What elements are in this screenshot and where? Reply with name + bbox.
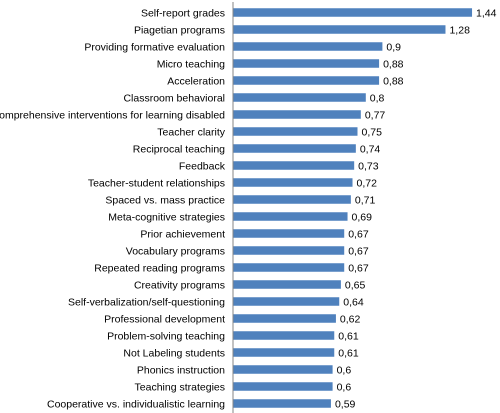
value-label: 0,61 (338, 331, 359, 343)
value-label: 1,44 (476, 8, 497, 20)
category-labels: Self-report grades Piagetian programs Prov… (0, 8, 226, 411)
value-label: 0,73 (358, 161, 379, 173)
bar (233, 127, 358, 136)
bar (233, 42, 383, 51)
value-labels: 1,44 1,28 0,9 0,88 0,88 0,8 0,77 0,75 0,74 0,73 0,… (335, 8, 497, 411)
bar (233, 382, 333, 391)
category-label: Creativity programs (134, 280, 225, 292)
value-label: 0,74 (360, 144, 381, 156)
value-label: 0,67 (348, 263, 369, 275)
category-label: Repeated reading programs (94, 263, 225, 275)
category-label: Phonics instruction (137, 365, 225, 377)
category-label: Not Labeling students (123, 348, 225, 360)
value-label: 1,28 (449, 25, 470, 37)
bar (233, 144, 356, 153)
value-label: 0,71 (355, 195, 376, 207)
category-label: Teacher-student relationships (88, 178, 225, 190)
category-label: Comprehensive interventions for learning… (0, 110, 225, 122)
bar (233, 297, 340, 306)
value-label: 0,59 (335, 399, 356, 411)
bar (233, 25, 446, 34)
category-label: Teaching strategies (135, 382, 225, 394)
value-label: 0,8 (370, 93, 385, 105)
value-label: 0,77 (365, 110, 386, 122)
value-label: 0,69 (352, 212, 373, 224)
value-label: 0,6 (337, 365, 352, 377)
category-label: Providing formative evaluation (84, 42, 225, 54)
category-label: Self-verbalization/self-questioning (68, 297, 225, 309)
bar (233, 8, 473, 17)
value-label: 0,75 (362, 127, 383, 139)
category-label: Prior achievement (140, 229, 225, 241)
category-label: Vocabulary programs (126, 246, 225, 258)
value-label: 0,65 (345, 280, 366, 292)
value-label: 0,72 (357, 178, 378, 190)
category-label: Cooperative vs. individualistic learning (47, 399, 225, 411)
bar (233, 246, 345, 255)
category-label: Reciprocal teaching (133, 144, 225, 156)
bar (233, 212, 348, 221)
category-label: Feedback (179, 161, 226, 173)
bar (233, 348, 335, 357)
category-label: Classroom behavioral (123, 93, 225, 105)
value-label: 0,67 (348, 246, 369, 258)
bar (233, 314, 336, 323)
bar (233, 280, 341, 289)
category-label: Micro teaching (157, 59, 225, 71)
bar (233, 161, 355, 170)
value-label: 0,67 (348, 229, 369, 241)
bar (233, 93, 366, 102)
bar (233, 110, 361, 119)
bar (233, 195, 351, 204)
value-label: 0,88 (383, 59, 404, 71)
category-label: Spaced vs. mass practice (105, 195, 225, 207)
value-label: 0,9 (386, 42, 401, 54)
value-label: 0,6 (337, 382, 352, 394)
category-label: Piagetian programs (134, 25, 225, 37)
bars (233, 8, 473, 408)
value-label: 0,64 (343, 297, 364, 309)
value-label: 0,88 (383, 76, 404, 88)
bar (233, 263, 345, 272)
value-label: 0,61 (338, 348, 359, 360)
category-label: Acceleration (167, 76, 225, 88)
bar (233, 331, 335, 340)
category-label: Teacher clarity (157, 127, 225, 139)
category-label: Meta-cognitive strategies (108, 212, 225, 224)
bar (233, 399, 331, 408)
category-label: Professional development (104, 314, 225, 326)
value-label: 0,62 (340, 314, 361, 326)
bar (233, 365, 333, 374)
bar (233, 178, 353, 187)
bar (233, 229, 345, 238)
bar (233, 76, 380, 85)
category-label: Problem-solving teaching (107, 331, 225, 343)
category-label: Self-report grades (141, 8, 225, 20)
bar (233, 59, 380, 68)
